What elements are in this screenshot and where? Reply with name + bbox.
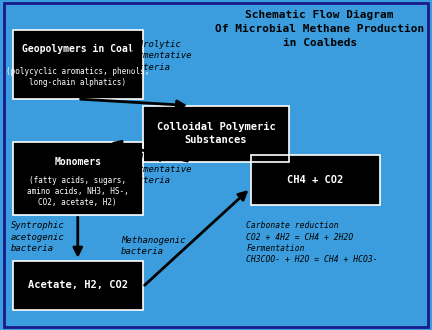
Text: Hydrolytic
fermentative
bacteria: Hydrolytic fermentative bacteria	[127, 40, 192, 72]
Text: Hydrolytic
fermentative
bacteria: Hydrolytic fermentative bacteria	[127, 153, 192, 185]
Text: Schematic Flow Diagram
Of Microbial Methane Production
in Coalbeds: Schematic Flow Diagram Of Microbial Meth…	[215, 10, 424, 48]
Bar	[143, 106, 289, 162]
Bar	[251, 155, 380, 205]
Bar	[13, 261, 143, 310]
Bar	[13, 30, 143, 99]
Bar	[251, 155, 380, 205]
Bar	[13, 142, 143, 214]
Text: Monomers: Monomers	[54, 157, 101, 167]
Bar	[143, 106, 289, 162]
Bar	[13, 261, 143, 310]
Text: Acetate, H2, CO2: Acetate, H2, CO2	[28, 280, 128, 290]
Bar	[13, 142, 143, 214]
Text: Geopolymers in Coal: Geopolymers in Coal	[22, 44, 133, 54]
Text: CH4 + CO2: CH4 + CO2	[287, 175, 343, 185]
Text: Colloidal Polymeric
Substances: Colloidal Polymeric Substances	[157, 122, 275, 145]
Text: Methanogenic
bacteria: Methanogenic bacteria	[121, 236, 185, 256]
Text: Carbonate reduction
CO2 + 4H2 = CH4 + 2H2O
Fermentation
CH3COO- + H2O = CH4 + HC: Carbonate reduction CO2 + 4H2 = CH4 + 2H…	[246, 221, 378, 264]
Text: Syntrophic
acetogenic
bacteria: Syntrophic acetogenic bacteria	[11, 221, 64, 253]
Bar	[13, 30, 143, 99]
Text: (fatty acids, sugars,
amino acids, NH3, HS-,
CO2, acetate, H2): (fatty acids, sugars, amino acids, NH3, …	[27, 176, 129, 207]
Text: (polycyclic aromatics, phenols,
long-chain alphatics): (polycyclic aromatics, phenols, long-cha…	[6, 67, 149, 87]
